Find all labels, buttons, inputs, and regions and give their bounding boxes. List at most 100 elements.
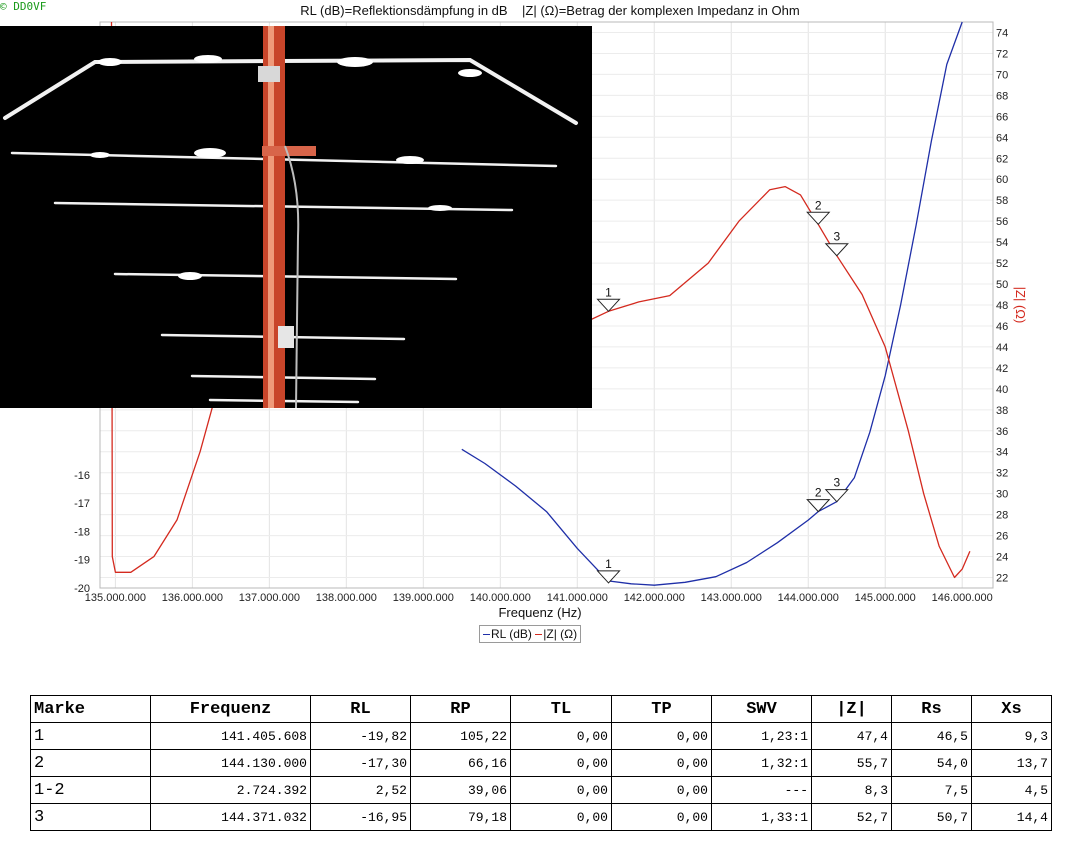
marker-label: 2 [815,198,822,212]
cell-tl: 0,00 [510,803,612,831]
right-tick-label: 64 [996,132,1008,144]
left-tick-label: -18 [74,526,90,538]
cell-rl: -19,82 [310,722,411,750]
x-tick-label: 142.000.000 [624,592,685,604]
x-axis-label: Frequenz (Hz) [498,605,581,620]
x-tick-label: 146.000.000 [932,592,993,604]
cell-marke: 2 [30,749,151,777]
cell-rl: -16,95 [310,803,411,831]
cell-xs: 14,4 [971,803,1052,831]
cell-tl: 0,00 [510,776,612,804]
table-row: 1 141.405.608 -19,82 105,22 0,00 0,00 1,… [30,722,1052,750]
marker-triangle-rl [806,499,831,513]
marker-triangle-rl [824,489,849,503]
cell-marke: 3 [30,803,151,831]
marker-triangle-z [824,243,849,257]
header-frequenz: Frequenz [150,695,311,723]
x-tick-label: 135.000.000 [85,592,146,604]
cell-swv: --- [711,776,812,804]
right-tick-label: 62 [996,153,1008,165]
x-tick-label: 136.000.000 [162,592,223,604]
legend-label-rl: RL (dB) [491,627,532,641]
header-z: |Z| [811,695,892,723]
cell-tl: 0,00 [510,749,612,777]
x-tick-label: 141.000.000 [547,592,608,604]
table-row: 3 144.371.032 -16,95 79,18 0,00 0,00 1,3… [30,803,1052,831]
cell-tl: 0,00 [510,722,612,750]
cell-swv: 1,23:1 [711,722,812,750]
header-xs: Xs [971,695,1052,723]
marker-label: 3 [833,230,840,244]
x-tick-label: 138.000.000 [316,592,377,604]
table-header-row: Marke Frequenz RL RP TL TP SWV |Z| Rs Xs [30,695,1052,723]
cell-rs: 50,7 [891,803,972,831]
cell-tp: 0,00 [611,776,712,804]
right-tick-label: 36 [996,426,1008,438]
table-row: 1-2 2.724.392 2,52 39,06 0,00 0,00 --- 8… [30,776,1052,804]
cell-z: 55,7 [811,749,892,777]
yagi-antenna-picture [0,26,592,408]
marker-triangle-rl [596,570,621,584]
cell-rp: 66,16 [410,749,511,777]
chart-legend: RL (dB) |Z| (Ω) [479,625,582,643]
antenna-photo [0,26,592,408]
marker-label: 3 [833,476,840,490]
cell-marke: 1 [30,722,151,750]
cell-z: 47,4 [811,722,892,750]
cell-rp: 39,06 [410,776,511,804]
left-tick-label: -19 [74,555,90,567]
header-rs: Rs [891,695,972,723]
cell-frequenz: 144.371.032 [150,803,311,831]
x-tick-label: 139.000.000 [393,592,454,604]
right-tick-label: 30 [996,489,1008,501]
cell-rp: 105,22 [410,722,511,750]
cell-tp: 0,00 [611,803,712,831]
right-tick-label: 40 [996,384,1008,396]
right-tick-label: 50 [996,279,1008,291]
cell-z: 8,3 [811,776,892,804]
right-axis-ticks: 22 24 26 28 30 32 34 36 38 40 42 44 46 48 50 52 54 56 58 60… [996,27,1008,584]
right-tick-label: 60 [996,174,1008,186]
series-line-rl [461,21,963,586]
cell-marke: 1-2 [30,776,151,804]
x-tick-label: 140.000.000 [470,592,531,604]
right-tick-label: 46 [996,321,1008,333]
marker-triangle-z [806,211,831,226]
right-tick-label: 72 [996,48,1008,60]
legend-swatch-rl [483,634,490,636]
marker-label: 1 [605,285,612,299]
cell-rs: 46,5 [891,722,972,750]
header-tl: TL [510,695,612,723]
right-tick-label: 24 [996,552,1008,564]
right-tick-label: 42 [996,363,1008,375]
right-tick-label: 22 [996,573,1008,585]
right-tick-label: 44 [996,342,1008,354]
header-rp: RP [410,695,511,723]
cell-rl: 2,52 [310,776,411,804]
right-axis-label: |Z| (Ω) [1013,287,1028,324]
cell-frequenz: 141.405.608 [150,722,311,750]
cell-tp: 0,00 [611,722,712,750]
left-axis-ticks: -16 -17 -18 -19 -20 [74,470,90,595]
chart-title: RL (dB)=Reflektionsdämpfung in dB |Z| (Ω… [300,3,800,18]
legend-swatch-z [535,634,543,636]
right-tick-label: 66 [996,111,1008,123]
right-tick-label: 68 [996,90,1008,102]
marker-table: Marke Frequenz RL RP TL TP SWV |Z| Rs Xs… [30,695,1052,831]
header-marke: Marke [30,695,151,723]
right-tick-label: 70 [996,69,1008,81]
x-tick-label: 145.000.000 [855,592,916,604]
cell-frequenz: 2.724.392 [150,776,311,804]
cell-rs: 7,5 [891,776,972,804]
marker-label: 2 [815,486,822,500]
header-swv: SWV [711,695,812,723]
right-tick-label: 38 [996,405,1008,417]
x-tick-label: 143.000.000 [701,592,762,604]
cell-xs: 4,5 [971,776,1052,804]
header-rl: RL [310,695,411,723]
cell-rs: 54,0 [891,749,972,777]
right-tick-label: 28 [996,510,1008,522]
legend-label-z: |Z| (Ω) [543,627,578,641]
right-tick-label: 54 [996,237,1008,249]
